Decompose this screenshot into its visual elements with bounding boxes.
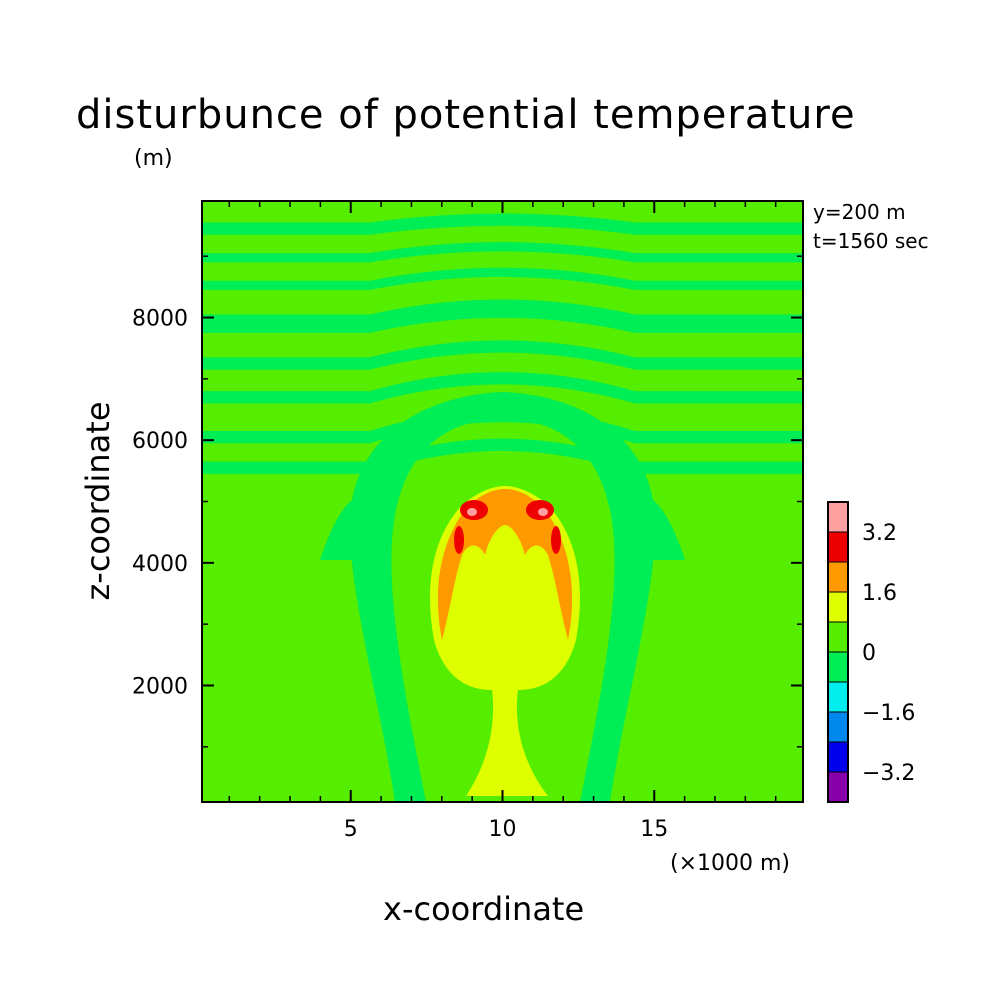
- colorbar-label: 0: [862, 641, 876, 666]
- colorbar-swatch: [827, 681, 849, 713]
- right-tongue: [645, 500, 685, 560]
- wave-band: [202, 213, 803, 235]
- chart-title: disturbunce of potential temperature: [76, 92, 856, 138]
- y-tick-label: 6000: [132, 429, 188, 454]
- x-axis-unit: (×1000 m): [670, 851, 791, 876]
- colorbar-swatch: [827, 771, 849, 803]
- x-tick-label: 5: [344, 817, 358, 842]
- colorbar-swatch: [827, 621, 849, 653]
- red-core-left-lower: [454, 526, 464, 554]
- colorbar-swatch: [827, 531, 849, 563]
- x-tick-label: 15: [640, 817, 668, 842]
- slice-y-label: y=200 m: [813, 200, 906, 224]
- colorbar-label: −1.6: [862, 701, 915, 726]
- colorbar-label: 1.6: [862, 581, 897, 606]
- peak-left: [467, 508, 477, 516]
- colorbar-label: 3.2: [862, 521, 897, 546]
- red-core-right-lower: [551, 526, 561, 554]
- wave-band: [202, 372, 803, 404]
- colorbar-swatch: [827, 651, 849, 683]
- x-tick-label: 10: [489, 817, 517, 842]
- y-axis-unit: (m): [134, 146, 173, 171]
- wave-band: [202, 340, 803, 370]
- colorbar-label: −3.2: [862, 761, 915, 786]
- y-tick-label: 2000: [132, 674, 188, 699]
- orange-cap: [437, 489, 573, 640]
- warm-plume: [430, 486, 580, 796]
- colorbar: 3.2 1.6 0 −1.6 −3.2: [827, 501, 915, 803]
- colorbar-swatch: [827, 501, 849, 533]
- wave-band: [202, 242, 803, 263]
- wave-band: [202, 409, 803, 444]
- colorbar-swatch: [827, 711, 849, 743]
- wave-band: [202, 267, 803, 290]
- wave-band: [202, 438, 803, 474]
- contour-field: [202, 201, 803, 802]
- colorbar-swatch: [827, 561, 849, 593]
- axis-ticks: 5 10 15 2000 4000 6000 8000: [132, 201, 803, 842]
- peak-right: [538, 508, 548, 516]
- x-axis-label: x-coordinate: [383, 890, 585, 928]
- y-tick-label: 8000: [132, 307, 188, 332]
- left-tongue: [320, 500, 360, 560]
- time-label: t=1560 sec: [813, 229, 929, 253]
- colorbar-frame: [827, 501, 849, 803]
- wave-band: [202, 299, 803, 333]
- colorbar-swatch: [827, 591, 849, 623]
- colorbar-swatch: [827, 741, 849, 773]
- y-tick-label: 4000: [132, 552, 188, 577]
